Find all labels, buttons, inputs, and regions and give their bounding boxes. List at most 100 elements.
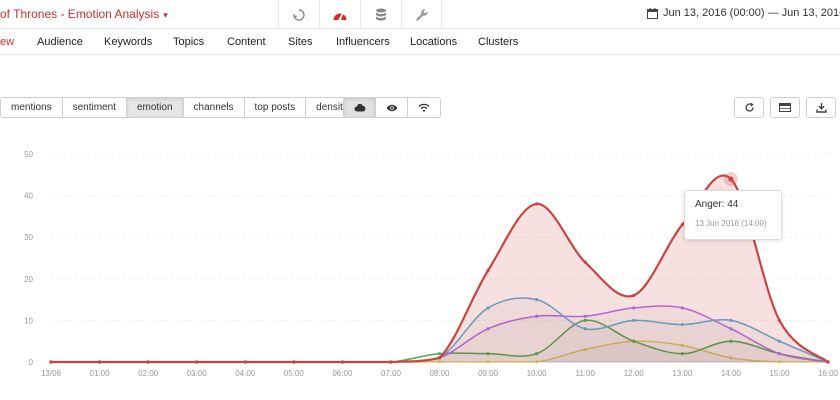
chevron-down-icon[interactable]: ▾ — [163, 10, 168, 20]
top-bar: of Thrones - Emotion Analysis ▾ Jun 13, 2… — [0, 0, 840, 29]
nav-item-sites[interactable]: Sites — [288, 36, 313, 48]
date-range-picker[interactable]: Jun 13, 2016 (00:00) — Jun 13, 2016 (16 — [647, 7, 840, 19]
database-icon[interactable] — [360, 0, 401, 29]
nav-item-audience[interactable]: Audience — [37, 36, 83, 48]
tab-sentiment[interactable]: sentiment — [62, 98, 127, 117]
data-point — [486, 352, 490, 356]
main-nav: ew Audience Keywords Topics Content Site… — [0, 29, 840, 55]
data-point — [535, 202, 539, 206]
data-point — [486, 268, 490, 273]
data-point — [437, 352, 442, 356]
data-point — [486, 306, 490, 310]
refresh-icon — [744, 102, 754, 112]
x-tick-label: 11:00 — [575, 369, 595, 378]
data-point — [777, 352, 782, 356]
chart-tooltip: Anger: 44 13 Jun 2016 (14:00) — [684, 190, 782, 240]
nav-item-keywords[interactable]: Keywords — [104, 36, 153, 48]
eye-icon — [386, 104, 397, 111]
y-tick-label: 20 — [24, 275, 33, 284]
calendar-icon — [647, 7, 658, 19]
data-point — [535, 314, 539, 318]
y-tick-label: 10 — [24, 316, 33, 325]
data-point — [243, 360, 247, 364]
project-title[interactable]: of Thrones - Emotion Analysis ▾ — [0, 7, 168, 21]
data-point — [777, 339, 782, 343]
tooltip-value: Anger: 44 — [695, 199, 739, 210]
x-tick-label: 14:00 — [721, 369, 742, 378]
data-point — [49, 360, 53, 364]
tab-channels[interactable]: channels — [183, 98, 245, 117]
data-point — [632, 306, 636, 310]
wifi-icon — [418, 103, 430, 112]
data-point — [97, 360, 102, 364]
data-point — [583, 347, 587, 352]
date-range-text: Jun 13, 2016 (00:00) — Jun 13, 2016 (16 — [663, 7, 840, 19]
tooltip-time: 13 Jun 2016 (14:00) — [695, 219, 767, 228]
x-tick-label: 13/06 — [41, 369, 62, 378]
wifi-view-button[interactable] — [408, 98, 440, 117]
cloud-icon — [354, 103, 365, 112]
data-point — [437, 356, 442, 360]
data-point — [583, 260, 587, 264]
loading-spinner-icon[interactable] — [278, 0, 319, 29]
data-point — [680, 343, 684, 347]
data-point — [146, 360, 150, 364]
data-point — [535, 298, 539, 302]
x-tick-label: 02:00 — [138, 369, 159, 378]
x-tick-label: 05:00 — [284, 369, 305, 378]
wrench-icon[interactable] — [401, 0, 442, 29]
x-tick-label: 01:00 — [90, 369, 111, 378]
data-point — [826, 360, 830, 364]
download-icon — [815, 103, 827, 113]
project-title-text: of Thrones - Emotion Analysis — [0, 7, 160, 21]
x-tick-label: 13:00 — [672, 369, 693, 378]
x-tick-label: 15:00 — [769, 369, 790, 378]
tab-top-posts[interactable]: top posts — [244, 98, 307, 117]
data-point — [437, 360, 442, 364]
refresh-button[interactable] — [734, 97, 764, 118]
dashboard-gauge-icon[interactable] — [319, 0, 360, 29]
eye-view-button[interactable] — [376, 98, 408, 117]
x-tick-label: 09:00 — [478, 369, 499, 378]
cloud-view-button[interactable] — [344, 98, 376, 117]
tab-mentions[interactable]: mentions — [1, 98, 63, 117]
x-tick-label: 04:00 — [235, 369, 256, 378]
data-point — [729, 339, 733, 343]
data-point — [583, 318, 587, 322]
nav-item-overview[interactable]: ew — [0, 36, 15, 48]
data-point — [195, 360, 199, 364]
x-tick-label: 08:00 — [429, 369, 450, 378]
nav-item-topics[interactable]: Topics — [173, 36, 205, 48]
nav-item-clusters[interactable]: Clusters — [478, 36, 519, 48]
table-view-button[interactable] — [770, 97, 800, 118]
data-point — [583, 327, 587, 331]
data-point — [535, 352, 539, 356]
data-point — [340, 360, 344, 364]
data-point — [729, 327, 733, 331]
data-point — [777, 360, 782, 364]
data-point — [535, 360, 539, 364]
data-point — [680, 352, 684, 356]
hover-point — [728, 176, 734, 182]
x-tick-label: 03:00 — [187, 369, 208, 378]
toolbar — [278, 0, 442, 29]
x-tick-label: 10:00 — [527, 369, 548, 378]
table-icon — [779, 103, 791, 112]
y-tick-label: 40 — [24, 192, 33, 201]
x-tick-label: 07:00 — [381, 369, 402, 378]
nav-item-content[interactable]: Content — [227, 36, 266, 48]
data-point — [632, 318, 636, 322]
y-tick-label: 30 — [24, 233, 33, 242]
download-button[interactable] — [806, 97, 836, 118]
nav-item-influencers[interactable]: Influencers — [336, 36, 390, 48]
series-area — [51, 175, 828, 362]
view-toggle-group — [343, 97, 441, 118]
nav-item-locations[interactable]: Locations — [410, 36, 458, 48]
y-tick-label: 50 — [24, 150, 33, 159]
emotion-area-chart: 0 10 20 30 40 50 13/06 01:00 02:00 03:00 04:00 05:0… — [24, 150, 839, 378]
x-tick-label: 16:00 — [818, 369, 839, 378]
data-point — [680, 223, 684, 227]
tab-emotion[interactable]: emotion — [126, 98, 184, 117]
data-point — [583, 314, 587, 318]
metric-tabs: mentions sentiment emotion channels top … — [0, 97, 359, 118]
